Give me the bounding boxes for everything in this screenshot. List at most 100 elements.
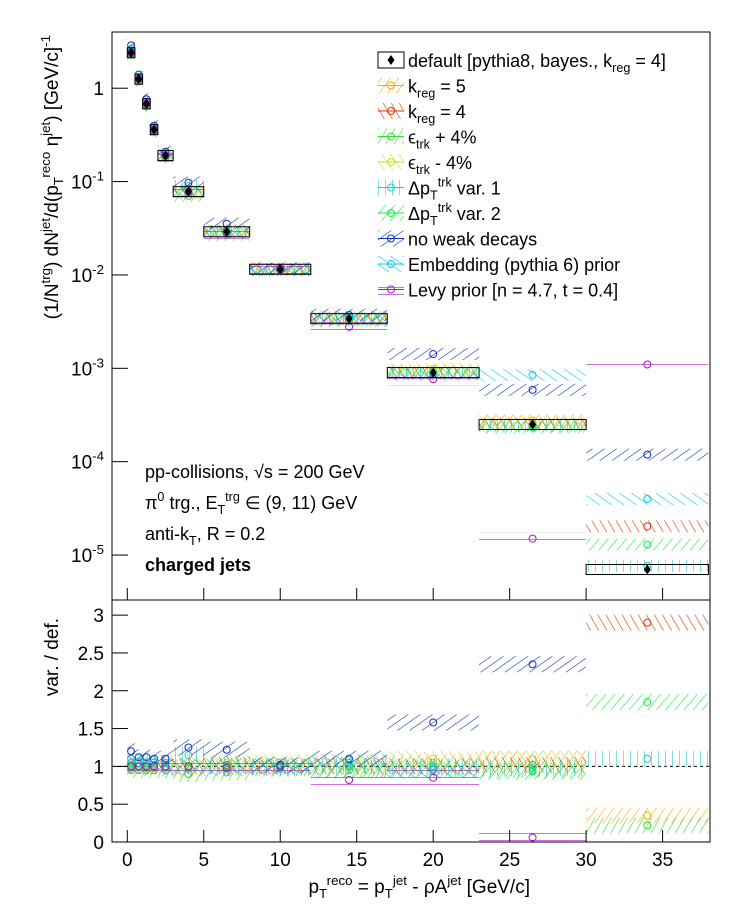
variation-point xyxy=(643,522,652,531)
default-box xyxy=(310,313,388,325)
default-point xyxy=(276,264,284,275)
legend-marker xyxy=(387,158,395,166)
y-tick-label: 10-4 xyxy=(71,449,104,474)
variation-point xyxy=(528,370,537,379)
ratio-band xyxy=(173,739,204,756)
legend-marker xyxy=(387,234,395,243)
legend-symbol xyxy=(377,51,405,69)
default-point xyxy=(429,367,437,378)
ratio-band xyxy=(586,403,708,419)
legend-marker xyxy=(387,209,395,217)
x-tick-label: 0 xyxy=(122,850,133,871)
x-tick-label: 20 xyxy=(423,850,444,871)
bottom-frame xyxy=(111,599,711,843)
ratio-band xyxy=(310,754,388,771)
default-point xyxy=(127,47,135,58)
default-point xyxy=(150,124,158,135)
annotation: pp-collisions, √s = 200 GeV xyxy=(145,462,365,482)
default-box xyxy=(142,98,151,110)
default-point xyxy=(643,564,651,575)
ratio-band xyxy=(586,817,709,834)
variation-point xyxy=(643,540,652,549)
ratio-point xyxy=(184,743,193,752)
variation-band xyxy=(586,492,709,505)
ratio-point xyxy=(528,767,537,776)
x-tick-label: 35 xyxy=(652,850,673,871)
default-point xyxy=(162,150,170,161)
ratio-band xyxy=(479,763,587,780)
legend-label: ΔpTtrk var. 2 xyxy=(408,201,501,228)
ratio-band xyxy=(387,714,480,731)
ratio-point xyxy=(429,773,438,782)
annotation: charged jets xyxy=(145,555,251,575)
variation-band xyxy=(586,538,709,551)
annotation: π0 trg., ETtrg ∈ (9, 11) GeV xyxy=(145,490,357,517)
ratio-point xyxy=(276,762,285,771)
ratio-point xyxy=(429,718,438,727)
ratio-point xyxy=(222,763,231,772)
legend-marker xyxy=(387,285,395,294)
ratio-y-tick-label: 0 xyxy=(93,833,104,854)
legend-label: Embedding (pythia 6) prior xyxy=(408,255,620,275)
ratio-band xyxy=(479,577,586,593)
ratio-band xyxy=(387,769,480,786)
ratio-point xyxy=(643,618,652,627)
ratio-point xyxy=(345,775,354,784)
variation-point xyxy=(528,385,537,394)
y-axis-title: (1/Ntrg) dNjet/d(pTreco ηjet) [GeV/c]-1 xyxy=(38,35,66,319)
ratio-point xyxy=(161,762,170,771)
default-point xyxy=(142,98,150,109)
legend-marker xyxy=(387,107,395,115)
ratio-band xyxy=(249,758,311,775)
ratio-point xyxy=(643,754,652,763)
variation-band xyxy=(479,368,587,381)
ratio-y-tick-label: 1 xyxy=(93,757,104,778)
ratio-point xyxy=(529,581,536,588)
legend-marker xyxy=(387,132,395,141)
y-tick-label: 10-3 xyxy=(71,355,104,380)
ratio-point xyxy=(644,407,651,414)
variation-band xyxy=(387,348,480,361)
ratio-band xyxy=(173,758,204,775)
legend-label: kreg = 4 xyxy=(408,102,466,126)
variation-band xyxy=(479,383,587,396)
variation-band xyxy=(586,358,709,371)
axes: 0 5 10 15 20 25 30 3510-510-410-310-210-1100.51… xyxy=(38,35,673,901)
y-tick-label: 10-1 xyxy=(71,169,104,194)
legend-marker xyxy=(387,55,395,65)
ratio-band xyxy=(203,759,250,776)
top-plot xyxy=(126,39,709,576)
ratio-band xyxy=(142,758,151,775)
ratio-point xyxy=(150,762,159,771)
ratio-y-tick-label: 2 xyxy=(93,682,104,703)
ratio-point xyxy=(345,758,354,767)
legend-label: no weak decays xyxy=(408,230,537,250)
x-tick-label: 10 xyxy=(270,850,291,871)
legend-marker xyxy=(387,260,395,268)
x-tick-label: 30 xyxy=(576,850,597,871)
default-point xyxy=(529,419,537,430)
x-tick-label: 5 xyxy=(198,850,209,871)
default-point xyxy=(135,74,143,85)
y-tick-label: 1 xyxy=(93,79,104,100)
variation-band xyxy=(387,373,480,386)
ratio-y-tick-label: 0.5 xyxy=(78,795,104,816)
variation-band xyxy=(586,448,709,461)
default-point xyxy=(184,186,192,197)
legend-label: kreg = 5 xyxy=(408,77,466,101)
ratio-band xyxy=(479,656,587,673)
legend-label: ϵtrk + 4% xyxy=(408,128,477,152)
ratio-point xyxy=(528,833,537,842)
variation-point xyxy=(643,494,652,503)
ratio-point xyxy=(643,821,652,830)
x-tick-label: 15 xyxy=(346,850,367,871)
ratio-band xyxy=(586,750,709,767)
x-axis-title: pTreco = pTjet - ρAjet [GeV/c] xyxy=(308,873,530,901)
ratio-point xyxy=(134,762,143,771)
legend-label: ϵtrk - 4% xyxy=(408,153,472,177)
default-point xyxy=(345,313,353,324)
ratio-band xyxy=(134,758,143,775)
ratio-y-tick-label: 1.5 xyxy=(78,720,104,741)
ratio-band xyxy=(127,743,135,760)
